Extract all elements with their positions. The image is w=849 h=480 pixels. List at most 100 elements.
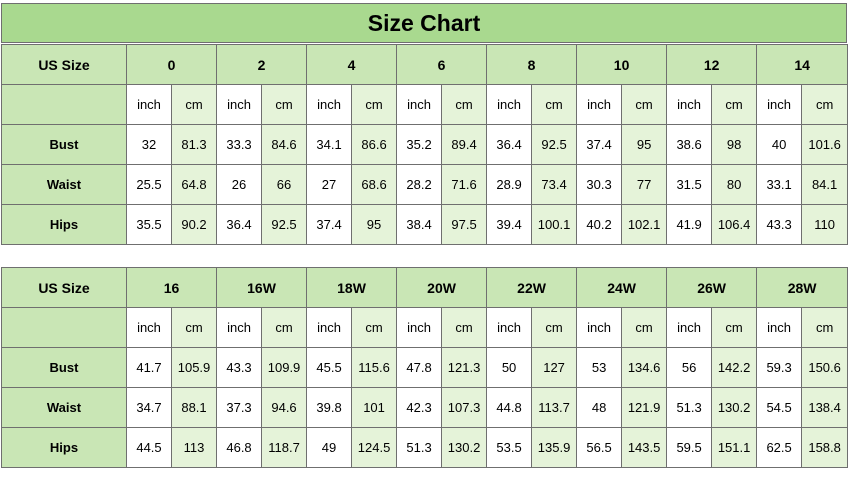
value-inch: 47.8 — [396, 347, 443, 388]
unit-inch: inch — [306, 307, 353, 348]
unit-inch: inch — [756, 84, 803, 125]
value-inch: 41.7 — [126, 347, 172, 388]
value-inch: 54.5 — [756, 387, 803, 428]
value-cm: 101 — [351, 387, 398, 428]
measurement-label: Hips — [1, 427, 127, 468]
value-cm: 151.1 — [711, 427, 758, 468]
size-table-1: US Size 0 2 4 6 8 10 12 14 inch cm inch cm inch cm inch… — [1, 44, 849, 245]
measurement-row: Hips 44.5 113 46.8 118.7 49 124.5 51.3 130.2 53.5… — [1, 427, 849, 468]
measurement-row: Waist 34.7 88.1 37.3 94.6 39.8 101 42.3 107.3 44.… — [1, 387, 849, 428]
unit-cm: cm — [351, 307, 398, 348]
measurement-label: Waist — [1, 164, 127, 205]
unit-inch: inch — [396, 84, 443, 125]
value-cm: 113 — [170, 427, 218, 468]
unit-inch: inch — [486, 84, 533, 125]
us-size-label: US Size — [1, 44, 127, 85]
value-cm: 73.4 — [531, 164, 578, 205]
value-inch: 37.4 — [306, 204, 353, 245]
value-inch: 37.3 — [216, 387, 263, 428]
size-header: 4 — [306, 44, 398, 85]
value-inch: 34.7 — [126, 387, 172, 428]
unit-inch: inch — [396, 307, 443, 348]
value-cm: 134.6 — [621, 347, 668, 388]
value-cm: 81.3 — [170, 124, 218, 165]
unit-inch: inch — [126, 84, 172, 125]
value-cm: 100.1 — [531, 204, 578, 245]
size-header-row: US Size 16 16W 18W 20W 22W 24W 26W 28W — [1, 267, 849, 308]
value-inch: 56 — [666, 347, 713, 388]
size-header: 16W — [216, 267, 308, 308]
value-cm: 94.6 — [261, 387, 308, 428]
value-cm: 90.2 — [170, 204, 218, 245]
measurement-row: Waist 25.5 64.8 26 66 27 68.6 28.2 71.6 28.9 73.4 3… — [1, 164, 849, 205]
value-inch: 38.6 — [666, 124, 713, 165]
size-header: 12 — [666, 44, 758, 85]
size-header-row: US Size 0 2 4 6 8 10 12 14 — [1, 44, 849, 85]
value-inch: 53 — [576, 347, 623, 388]
value-cm: 158.8 — [801, 427, 849, 468]
value-cm: 107.3 — [441, 387, 488, 428]
measurement-label: Hips — [1, 204, 127, 245]
unit-inch: inch — [306, 84, 353, 125]
value-cm: 80 — [711, 164, 758, 205]
unit-cm: cm — [170, 84, 218, 125]
unit-cm: cm — [711, 307, 758, 348]
unit-cm: cm — [801, 84, 849, 125]
value-cm: 106.4 — [711, 204, 758, 245]
value-cm: 95 — [351, 204, 398, 245]
size-header: 6 — [396, 44, 488, 85]
unit-cm: cm — [261, 307, 308, 348]
unit-inch: inch — [126, 307, 172, 348]
value-inch: 51.3 — [666, 387, 713, 428]
unit-cm: cm — [351, 84, 398, 125]
value-cm: 84.6 — [261, 124, 308, 165]
value-inch: 40.2 — [576, 204, 623, 245]
value-inch: 35.5 — [126, 204, 172, 245]
size-table-2: US Size 16 16W 18W 20W 22W 24W 26W 28W inch cm inch… — [1, 267, 849, 468]
value-cm: 121.9 — [621, 387, 668, 428]
value-inch: 39.4 — [486, 204, 533, 245]
value-inch: 37.4 — [576, 124, 623, 165]
size-header: 2 — [216, 44, 308, 85]
value-cm: 68.6 — [351, 164, 398, 205]
value-cm: 121.3 — [441, 347, 488, 388]
unit-cm: cm — [441, 84, 488, 125]
value-inch: 44.5 — [126, 427, 172, 468]
value-cm: 130.2 — [441, 427, 488, 468]
value-inch: 27 — [306, 164, 353, 205]
value-cm: 89.4 — [441, 124, 488, 165]
value-cm: 135.9 — [531, 427, 578, 468]
value-cm: 150.6 — [801, 347, 849, 388]
value-inch: 51.3 — [396, 427, 443, 468]
value-cm: 118.7 — [261, 427, 308, 468]
measurement-row: Hips 35.5 90.2 36.4 92.5 37.4 95 38.4 97.5 39.4 10… — [1, 204, 849, 245]
value-cm: 115.6 — [351, 347, 398, 388]
value-inch: 62.5 — [756, 427, 803, 468]
value-cm: 105.9 — [170, 347, 218, 388]
measurement-row: Bust 41.7 105.9 43.3 109.9 45.5 115.6 47.8 121.3… — [1, 347, 849, 388]
value-inch: 40 — [756, 124, 803, 165]
value-cm: 110 — [801, 204, 849, 245]
size-header: 16 — [125, 267, 218, 308]
value-inch: 35.2 — [396, 124, 443, 165]
unit-inch: inch — [216, 307, 263, 348]
value-inch: 33.1 — [756, 164, 803, 205]
value-inch: 44.8 — [486, 387, 533, 428]
value-cm: 98 — [711, 124, 758, 165]
value-inch: 45.5 — [306, 347, 353, 388]
unit-cm: cm — [801, 307, 849, 348]
value-cm: 71.6 — [441, 164, 488, 205]
value-inch: 42.3 — [396, 387, 443, 428]
value-cm: 95 — [621, 124, 668, 165]
value-inch: 25.5 — [126, 164, 172, 205]
value-inch: 28.9 — [486, 164, 533, 205]
value-inch: 36.4 — [216, 204, 263, 245]
value-cm: 101.6 — [801, 124, 849, 165]
value-inch: 46.8 — [216, 427, 263, 468]
value-inch: 41.9 — [666, 204, 713, 245]
size-header: 18W — [306, 267, 398, 308]
value-cm: 92.5 — [531, 124, 578, 165]
value-inch: 36.4 — [486, 124, 533, 165]
unit-cm: cm — [531, 307, 578, 348]
value-inch: 31.5 — [666, 164, 713, 205]
